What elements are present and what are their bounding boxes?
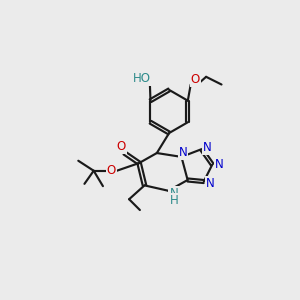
Text: N: N — [178, 146, 188, 159]
Text: N: N — [203, 141, 212, 154]
Text: N: N — [215, 158, 224, 171]
Text: O: O — [117, 140, 126, 153]
Text: N: N — [169, 187, 178, 200]
Text: HO: HO — [133, 72, 151, 85]
Text: O: O — [191, 73, 200, 85]
Text: O: O — [107, 164, 116, 177]
Text: H: H — [169, 194, 178, 207]
Text: N: N — [206, 177, 214, 190]
